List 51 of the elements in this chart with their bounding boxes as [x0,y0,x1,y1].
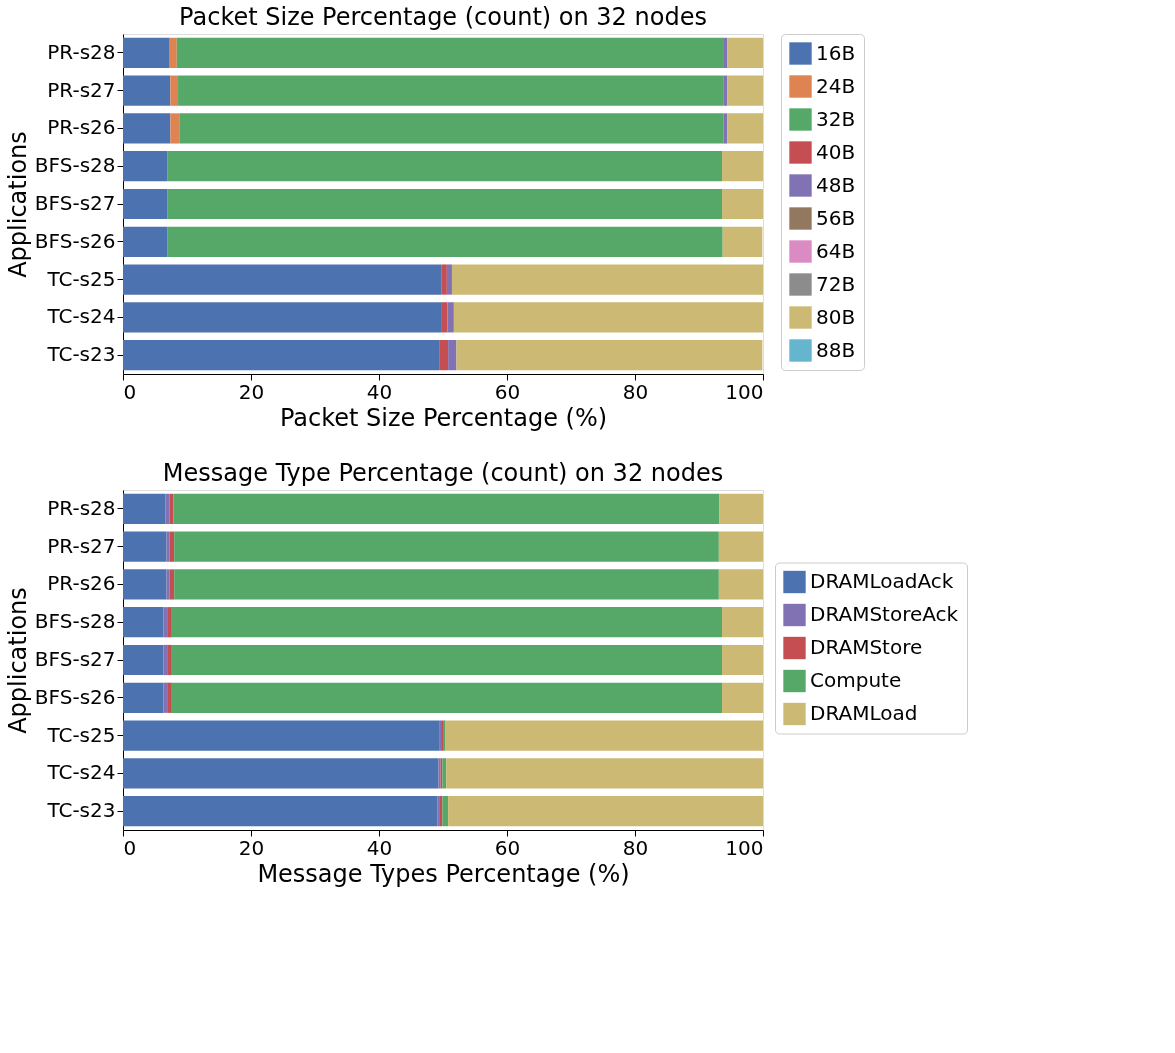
y-axis-title: Applications [3,587,32,734]
legend-label: 56B [816,205,856,230]
y-tick-label: TC-s23 [46,342,116,367]
legend-label: 48B [816,172,856,197]
x-tick-label: 20 [238,379,265,404]
y-tick-label: PR-s28 [47,495,116,520]
y-axis-title: Applications [3,131,32,278]
x-tick-label: 60 [494,379,521,404]
y-tick-label: BFS-s26 [34,684,116,709]
legend-label: DRAMLoadAck [810,569,954,593]
legend-label: 24B [816,73,856,98]
legend-label: 72B [816,271,856,296]
x-axis-title: Message Types Percentage (%) [257,859,630,888]
y-tick-label: PR-s26 [47,115,116,140]
x-tick-label: 100 [725,835,764,860]
y-tick-label: PR-s26 [47,571,116,596]
x-tick-label: 20 [238,835,265,860]
y-tick-label: BFS-s27 [34,647,116,671]
legend-label: 40B [816,139,856,164]
chart-title: Packet Size Percentage (count) on 32 nodes [179,2,707,31]
x-tick-label: 60 [494,835,521,860]
legend-label: 64B [816,238,856,263]
y-tick-label: BFS-s26 [34,228,116,253]
y-tick-label: TC-s23 [46,798,116,823]
y-tick-label: TC-s24 [46,304,116,329]
y-tick-label: BFS-s28 [34,609,116,634]
y-tick-label: BFS-s27 [34,191,116,215]
y-tick-label: BFS-s28 [34,153,116,178]
legend-label: DRAMLoad [810,701,918,725]
x-tick-label: 0 [123,379,137,404]
legend-label: 88B [816,337,856,362]
legend-label: 80B [816,304,856,329]
x-tick-label: 80 [622,379,649,404]
legend-label: DRAMStoreAck [810,602,959,626]
y-tick-label: TC-s25 [46,722,116,747]
legend-label: Compute [810,668,902,692]
y-tick-label: PR-s27 [47,533,116,558]
x-tick-label: 40 [366,835,393,860]
legend-label: DRAMStore [810,635,923,659]
y-tick-label: PR-s28 [47,39,116,64]
legend-label: 16B [816,40,856,65]
y-tick-label: TC-s25 [46,266,116,291]
x-tick-label: 100 [725,379,764,404]
y-tick-label: PR-s27 [47,77,116,102]
y-tick-label: TC-s24 [46,760,116,785]
chart-title: Message Type Percentage (count) on 32 nodes [162,459,724,487]
x-tick-label: 0 [123,835,137,860]
x-axis-title: Packet Size Percentage (%) [279,403,608,432]
x-tick-label: 40 [366,379,393,404]
legend-label: 32B [816,106,856,131]
x-tick-label: 80 [622,835,649,860]
